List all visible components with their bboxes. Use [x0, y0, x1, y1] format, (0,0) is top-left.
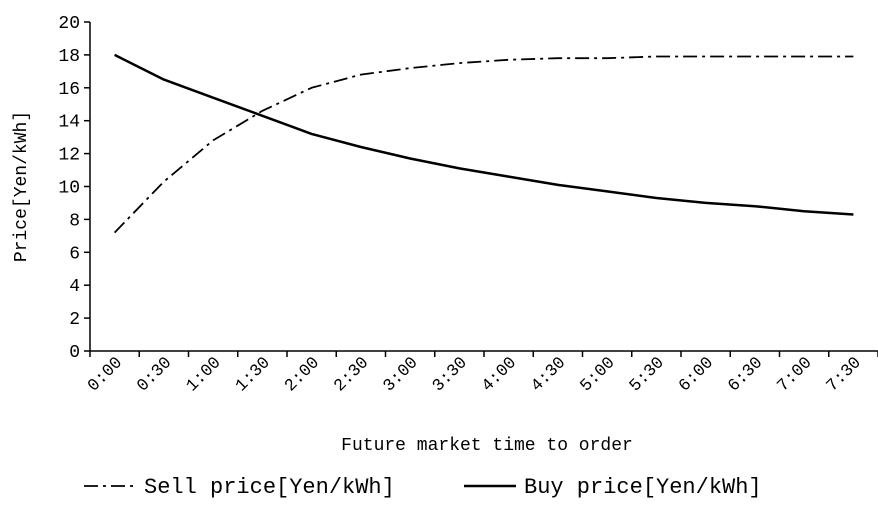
x-tick-label: 1:30	[232, 354, 274, 396]
axes	[89, 22, 878, 352]
x-tick-label: 5:30	[626, 354, 668, 396]
x-tick-label: 2:30	[331, 354, 373, 396]
x-tick-label: 7:30	[823, 354, 865, 396]
series-line-buy-price	[114, 53, 854, 216]
x-tick-label: 1:00	[183, 354, 225, 396]
legend: Sell price[Yen/kWh] Buy price[Yen/kWh]	[84, 475, 762, 500]
x-tick-label: 6:00	[676, 354, 718, 396]
series-line-sell-price	[113, 55, 854, 234]
y-tick-label: 2	[69, 310, 80, 330]
legend-label: Buy price[Yen/kWh]	[524, 475, 762, 500]
x-axis-title: Future market time to order	[341, 436, 633, 456]
x-tick-label: 3:00	[380, 354, 422, 396]
y-tick-label: 20	[58, 14, 80, 34]
y-tick-label: 8	[69, 211, 80, 231]
x-tick-label: 5:00	[577, 354, 619, 396]
series-layer	[113, 53, 854, 234]
y-tick-label: 10	[58, 179, 80, 199]
legend-label: Sell price[Yen/kWh]	[144, 475, 395, 500]
y-tick-label: 12	[58, 146, 80, 166]
x-tick-label: 6:30	[725, 354, 767, 396]
y-ticks: 0 2 4 6 8 10 12 14 16 18 20	[58, 14, 90, 363]
x-tick-label: 0:30	[134, 354, 176, 396]
y-tick-label: 18	[58, 47, 80, 67]
y-tick-label: 6	[69, 244, 80, 264]
y-tick-label: 0	[69, 343, 80, 363]
y-tick-label: 4	[69, 277, 80, 297]
x-tick-label: 0:00	[85, 354, 127, 396]
x-ticks: 0:00 0:30 1:00 1:30 2:00 2:30 3:00 3:30 4:00 4:30…	[85, 351, 878, 396]
y-tick-label: 14	[58, 113, 80, 133]
x-tick-label: 4:30	[528, 354, 570, 396]
y-axis-title: Price[Yen/kWh]	[12, 111, 32, 262]
x-tick-label: 4:00	[479, 354, 521, 396]
x-tick-label: 7:00	[774, 354, 816, 396]
x-tick-label: 3:30	[429, 354, 471, 396]
y-tick-label: 16	[58, 80, 80, 100]
x-tick-label: 2:00	[282, 354, 324, 396]
